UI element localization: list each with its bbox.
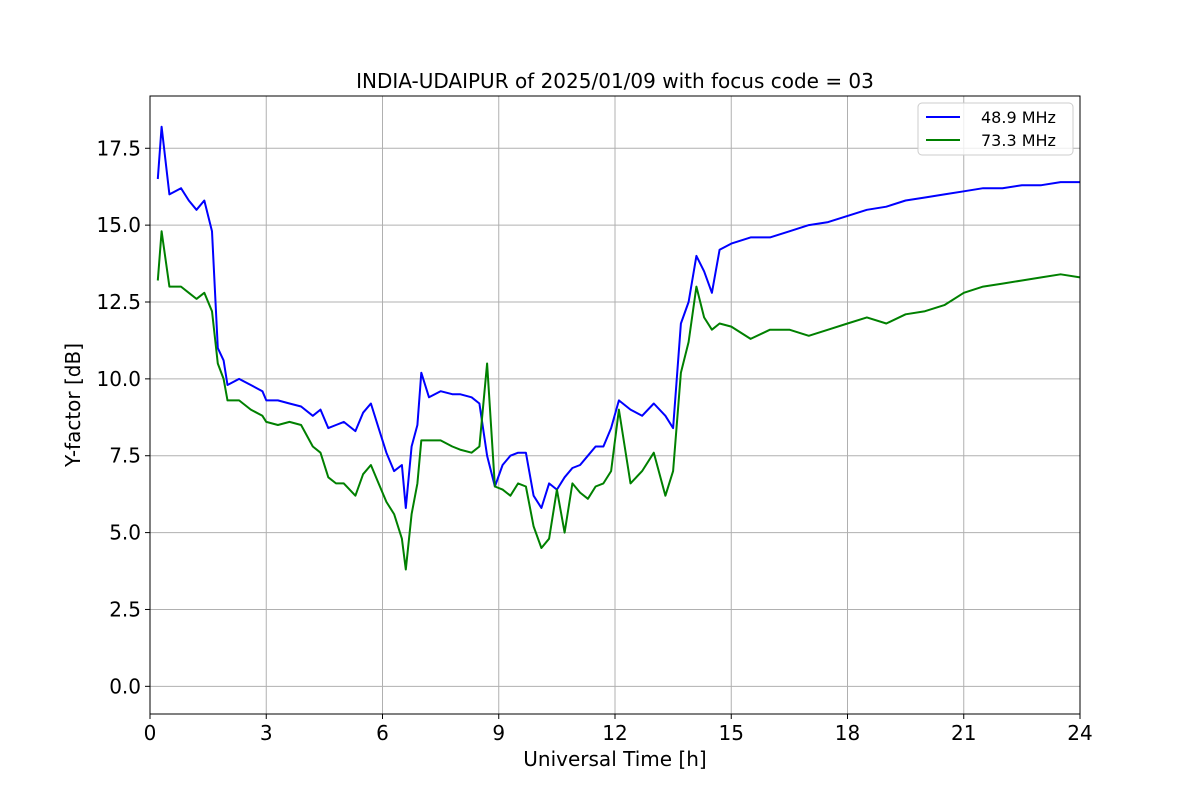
x-tick-label: 21 xyxy=(951,721,976,745)
x-tick-label: 6 xyxy=(376,721,389,745)
y-axis-ticks: 0.0 2.5 5.0 7.5 10.0 12.5 15.0 17.5 xyxy=(96,136,150,698)
y-tick-label: 17.5 xyxy=(96,136,141,160)
series-lines xyxy=(156,125,1081,571)
y-axis-label: Y-factor [dB] xyxy=(61,343,85,468)
y-tick-label: 2.5 xyxy=(109,597,141,621)
x-tick-label: 0 xyxy=(144,721,157,745)
chart-title: INDIA-UDAIPUR of 2025/01/09 with focus c… xyxy=(356,69,874,93)
y-tick-label: 7.5 xyxy=(109,444,141,468)
x-tick-label: 3 xyxy=(260,721,273,745)
y-tick-label: 5.0 xyxy=(109,521,141,545)
y-tick-label: 10.0 xyxy=(96,367,141,391)
legend-label-73-3-mhz: 73.3 MHz xyxy=(981,131,1056,150)
series-line-73-3-mhz xyxy=(156,230,1081,571)
legend: 48.9 MHz 73.3 MHz xyxy=(917,102,1074,156)
x-tick-label: 15 xyxy=(719,721,744,745)
y-tick-label: 12.5 xyxy=(96,290,141,314)
x-tick-label: 9 xyxy=(492,721,505,745)
x-tick-label: 12 xyxy=(602,721,627,745)
y-tick-label: 15.0 xyxy=(96,213,141,237)
series-line-48-9-mhz xyxy=(156,125,1080,509)
x-tick-label: 18 xyxy=(835,721,860,745)
x-axis-ticks: 0 3 6 9 12 15 18 21 24 xyxy=(144,714,1093,745)
x-tick-label: 24 xyxy=(1067,721,1092,745)
x-axis-label: Universal Time [h] xyxy=(523,747,706,771)
legend-label-48-9-mhz: 48.9 MHz xyxy=(981,108,1056,127)
y-tick-label: 0.0 xyxy=(109,674,141,698)
